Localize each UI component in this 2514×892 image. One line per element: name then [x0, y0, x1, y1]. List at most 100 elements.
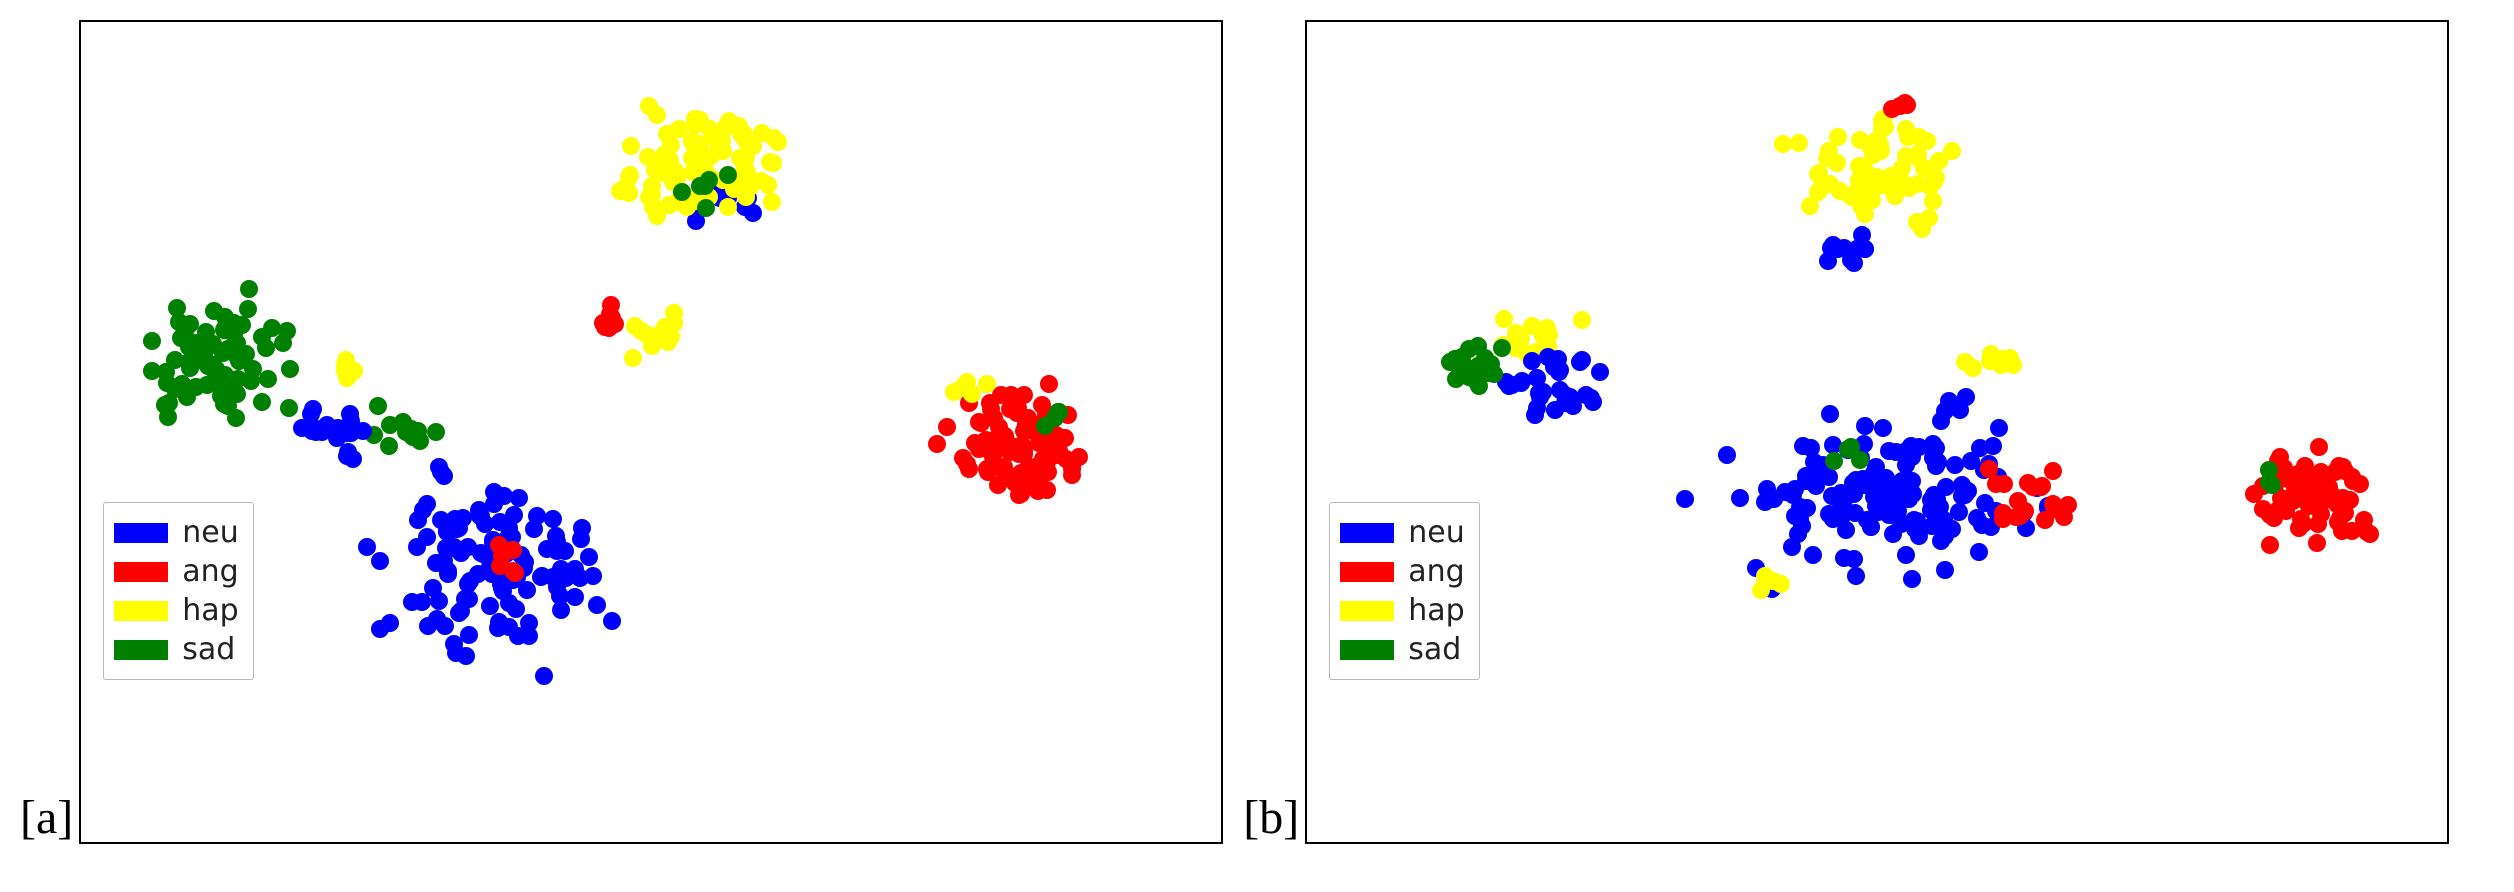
scatter-point-hap	[622, 137, 640, 155]
scatter-point-ang	[2296, 457, 2314, 475]
scatter-point-neu	[1676, 490, 1694, 508]
scatter-point-neu	[439, 565, 457, 583]
scatter-point-hap	[624, 349, 642, 367]
scatter-point-sad	[239, 300, 257, 318]
scatter-point-neu	[1956, 486, 1974, 504]
legend-item-ang: ang	[1340, 554, 1464, 589]
scatter-point-neu	[1856, 417, 1874, 435]
scatter-point-ang	[928, 435, 946, 453]
scatter-point-hap	[658, 125, 676, 143]
scatter-point-neu	[419, 617, 437, 635]
legend-item-hap: hap	[114, 593, 238, 628]
scatter-point-sad	[381, 416, 399, 434]
scatter-point-ang	[2330, 457, 2348, 475]
scatter-point-neu	[588, 596, 606, 614]
scatter-point-ang	[1063, 457, 1081, 475]
scatter-point-sad	[691, 177, 709, 195]
scatter-point-neu	[1832, 509, 1850, 527]
scatter-point-neu	[430, 458, 448, 476]
legend-label-sad: sad	[1408, 632, 1461, 667]
scatter-point-hap	[665, 304, 683, 322]
scatter-point-hap	[1964, 359, 1982, 377]
scatter-point-hap	[769, 133, 787, 151]
scatter-point-sad	[168, 299, 186, 317]
scatter-panel-b: neuanghapsad	[1305, 20, 2449, 844]
scatter-point-sad	[1460, 340, 1478, 358]
scatter-point-ang	[490, 536, 508, 554]
scatter-panel-a: neuanghapsad	[79, 20, 1223, 844]
scatter-point-hap	[648, 207, 666, 225]
scatter-point-sad	[369, 397, 387, 415]
scatter-point-neu	[481, 597, 499, 615]
scatter-point-neu	[381, 614, 399, 632]
scatter-point-neu	[459, 538, 477, 556]
scatter-point-neu	[603, 612, 621, 630]
scatter-point-ang	[2016, 502, 2034, 520]
scatter-point-neu	[1936, 561, 1954, 579]
scatter-point-hap	[702, 147, 720, 165]
scatter-point-neu	[535, 667, 553, 685]
scatter-point-ang	[2315, 481, 2333, 499]
scatter-point-sad	[204, 335, 222, 353]
legend-item-hap: hap	[1340, 593, 1464, 628]
scatter-point-neu	[1539, 348, 1557, 366]
scatter-point-hap	[764, 154, 782, 172]
scatter-point-neu	[1880, 442, 1898, 460]
scatter-point-hap	[963, 385, 981, 403]
scatter-point-hap	[1897, 147, 1915, 165]
scatter-point-neu	[532, 568, 550, 586]
scatter-point-hap	[659, 328, 677, 346]
scatter-point-hap	[1981, 352, 1999, 370]
scatter-point-neu	[1897, 475, 1915, 493]
scatter-point-ang	[1015, 386, 1033, 404]
scatter-point-neu	[1823, 487, 1841, 505]
scatter-point-ang	[2292, 510, 2310, 528]
scatter-point-hap	[1829, 128, 1847, 146]
panel-a-label: [a]	[20, 794, 79, 842]
scatter-point-neu	[341, 405, 359, 423]
scatter-point-neu	[1794, 437, 1812, 455]
scatter-point-neu	[358, 538, 376, 556]
scatter-point-hap	[2004, 356, 2022, 374]
scatter-point-sad	[2260, 473, 2278, 491]
scatter-point-neu	[544, 510, 562, 528]
scatter-point-sad	[1493, 339, 1511, 357]
scatter-point-neu	[438, 522, 456, 540]
legend-label-sad: sad	[182, 632, 235, 667]
legend-item-sad: sad	[1340, 632, 1464, 667]
scatter-point-hap	[620, 168, 638, 186]
scatter-point-sad	[1049, 403, 1067, 421]
scatter-point-ang	[2344, 472, 2362, 490]
scatter-point-sad	[214, 369, 232, 387]
legend-swatch-hap	[1340, 601, 1394, 621]
scatter-point-ang	[938, 418, 956, 436]
scatter-point-sad	[673, 183, 691, 201]
scatter-point-neu	[1903, 570, 1921, 588]
scatter-point-neu	[580, 548, 598, 566]
scatter-point-sad	[280, 399, 298, 417]
scatter-point-ang	[2329, 513, 2347, 531]
scatter-point-neu	[1876, 485, 1894, 503]
scatter-point-neu	[1822, 239, 1840, 257]
legend-swatch-neu	[1340, 523, 1394, 543]
scatter-point-neu	[1756, 493, 1774, 511]
scatter-point-sad	[274, 334, 292, 352]
legend-swatch-neu	[114, 523, 168, 543]
scatter-point-ang	[954, 449, 972, 467]
scatter-point-neu	[489, 619, 507, 637]
scatter-point-neu	[1932, 412, 1950, 430]
scatter-point-ang	[1898, 96, 1916, 114]
scatter-point-sad	[1839, 440, 1857, 458]
scatter-point-sad	[143, 332, 161, 350]
scatter-point-neu	[418, 528, 436, 546]
scatter-point-hap	[1900, 179, 1918, 197]
scatter-point-hap	[753, 124, 771, 142]
scatter-point-neu	[1731, 489, 1749, 507]
scatter-point-sad	[181, 315, 199, 333]
scatter-point-neu	[1821, 405, 1839, 423]
scatter-point-sad	[244, 360, 262, 378]
scatter-point-neu	[573, 519, 591, 537]
scatter-point-neu	[1884, 525, 1902, 543]
scatter-point-sad	[697, 199, 715, 217]
scatter-point-hap	[719, 198, 737, 216]
